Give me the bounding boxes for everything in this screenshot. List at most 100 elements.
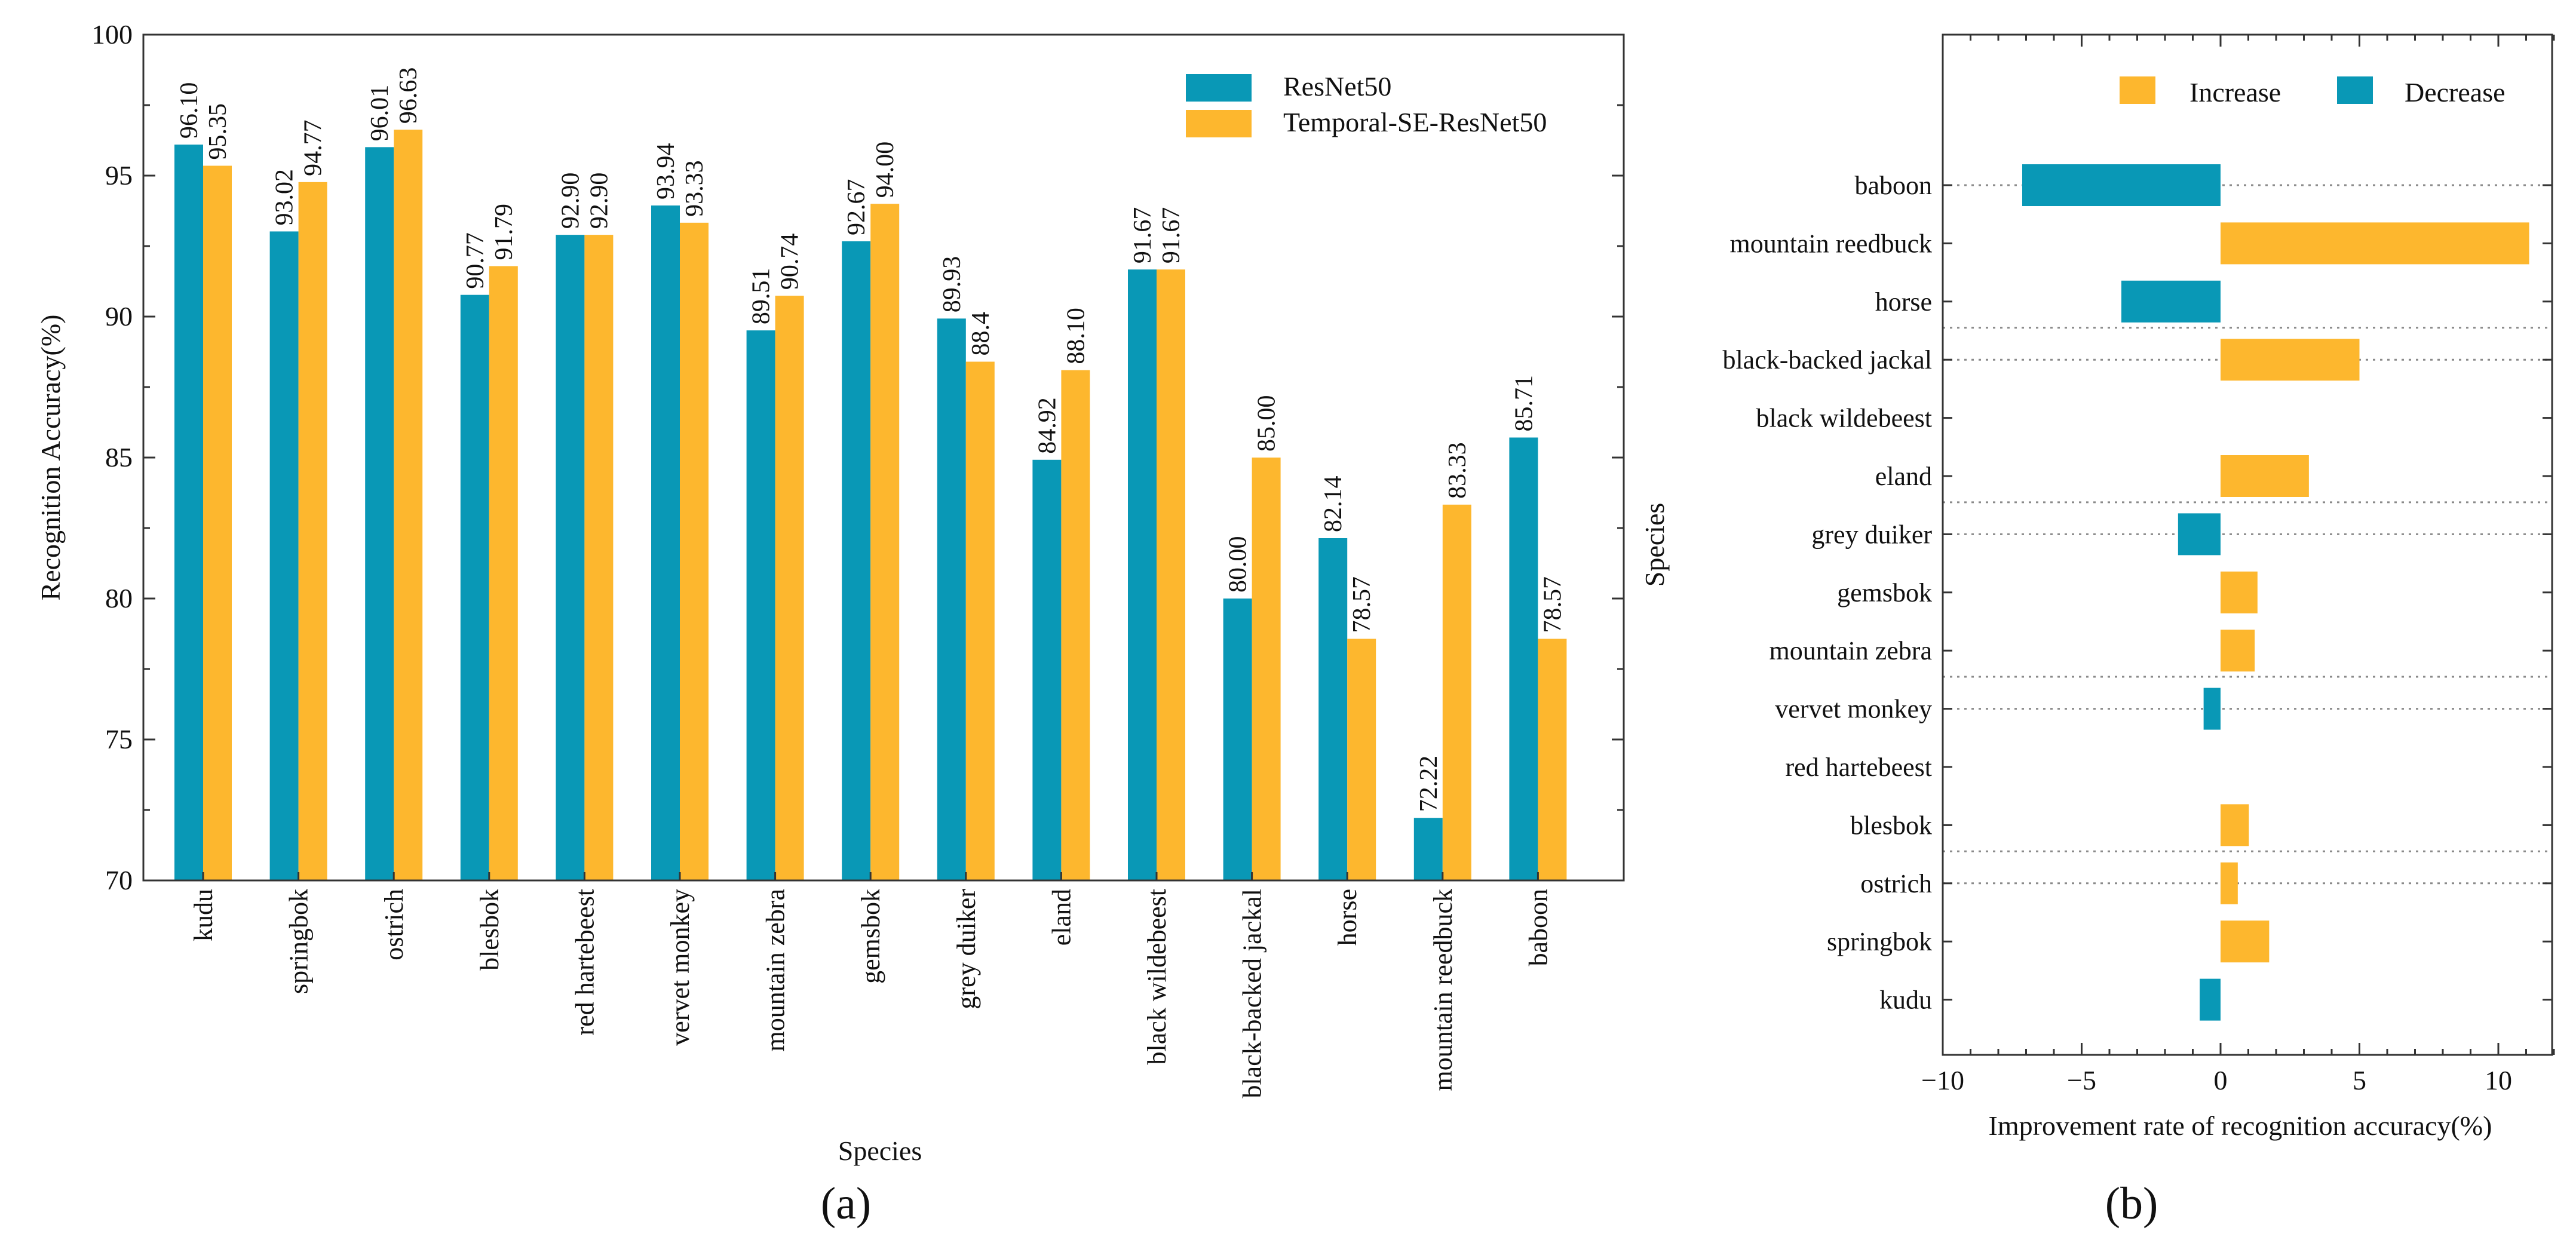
bar-improvement-gemsbok <box>2221 571 2258 613</box>
panel-b-label: (b) <box>2105 1179 2158 1229</box>
bar-temporal-se-resnet50-gemsbok <box>870 204 900 881</box>
data-label-temporal-se-resnet50-grey-duiker: 88.4 <box>967 312 995 356</box>
panel-b-axes-frame <box>1942 33 2553 1056</box>
legend-label-increase: Increase <box>2189 77 2281 108</box>
data-label-resnet50-baboon: 85.71 <box>1510 375 1538 432</box>
bar-temporal-se-resnet50-black-backed-jackal <box>1252 458 1281 880</box>
data-label-resnet50-horse: 82.14 <box>1320 475 1347 532</box>
x-tick-label-baboon: baboon <box>1523 889 1553 966</box>
legend-label-temporal-se-resnet50: Temporal-SE-ResNet50 <box>1283 107 1547 137</box>
bar-improvement-mountain-reedbuck <box>2221 222 2529 265</box>
bar-temporal-se-resnet50-blesbok <box>489 266 518 881</box>
data-label-resnet50-gemsbok: 92.67 <box>843 179 870 235</box>
data-label-resnet50-eland: 84.92 <box>1034 397 1061 454</box>
x-tick-label: 5 <box>2353 1065 2366 1095</box>
y-tick-label-mountain-reedbuck: mountain reedbuck <box>1730 229 1932 258</box>
panel-b-bars <box>2022 164 2529 1021</box>
data-label-resnet50-black-backed-jackal: 80.00 <box>1225 536 1252 593</box>
x-tick-label-kudu: kudu <box>189 889 218 941</box>
data-label-temporal-se-resnet50-mountain-reedbuck: 83.33 <box>1444 442 1471 499</box>
bar-resnet50-blesbok <box>460 294 489 880</box>
y-tick-label-85: 85 <box>105 442 133 472</box>
y-tick-label-95: 95 <box>105 160 133 191</box>
bar-improvement-kudu <box>2200 978 2221 1021</box>
data-label-resnet50-grey-duiker: 89.93 <box>939 256 966 313</box>
bar-temporal-se-resnet50-eland <box>1061 370 1090 880</box>
data-label-temporal-se-resnet50-baboon: 78.57 <box>1539 576 1566 633</box>
bar-improvement-grey-duiker <box>2178 513 2221 556</box>
bar-resnet50-black-wildebeest <box>1128 269 1157 880</box>
y-tick-label-gemsbok: gemsbok <box>1837 578 1932 607</box>
x-tick-label: −5 <box>2067 1065 2096 1095</box>
bar-resnet50-ostrich <box>365 147 394 880</box>
bar-resnet50-vervet-monkey <box>651 205 680 881</box>
x-tick-label-mountain-zebra: mountain zebra <box>761 889 790 1051</box>
y-tick-label-100: 100 <box>91 19 133 50</box>
panel-b-x-axis-label: Improvement rate of recognition accuracy… <box>1989 1110 2492 1141</box>
y-tick-label-80: 80 <box>105 583 133 613</box>
data-label-resnet50-black-wildebeest: 91.67 <box>1129 207 1157 264</box>
bar-improvement-horse <box>2121 280 2221 323</box>
bar-temporal-se-resnet50-red-hartebeest <box>584 235 614 880</box>
bar-improvement-eland <box>2221 455 2309 497</box>
legend-swatch-decrease <box>2337 76 2373 104</box>
bar-improvement-black-backed-jackal <box>2221 339 2360 381</box>
x-tick-label-mountain-reedbuck: mountain reedbuck <box>1428 889 1458 1091</box>
data-label-resnet50-mountain-reedbuck: 72.22 <box>1415 756 1443 812</box>
panel-a-label: (a) <box>821 1179 871 1229</box>
x-tick-label-gemsbok: gemsbok <box>856 889 885 984</box>
bar-temporal-se-resnet50-springbok <box>298 182 327 881</box>
bar-temporal-se-resnet50-ostrich <box>394 130 423 881</box>
bar-resnet50-mountain-reedbuck <box>1413 818 1443 880</box>
bar-resnet50-red-hartebeest <box>556 235 585 880</box>
bar-improvement-springbok <box>2221 920 2270 963</box>
y-tick-label-baboon: baboon <box>1854 171 1932 200</box>
data-label-temporal-se-resnet50-mountain-zebra: 90.74 <box>777 234 804 290</box>
legend-label-resnet50: ResNet50 <box>1283 71 1391 102</box>
x-tick-label-black-wildebeest: black wildebeest <box>1142 889 1172 1064</box>
panel-b-legend: Increase Decrease <box>2120 76 2506 108</box>
x-tick-label-vervet-monkey: vervet monkey <box>666 889 695 1046</box>
x-tick-label-black-backed-jackal: black-backed jackal <box>1238 889 1267 1098</box>
y-tick-label-black-wildebeest: black wildebeest <box>1756 404 1932 433</box>
y-tick-label-vervet-monkey: vervet monkey <box>1775 695 1932 724</box>
panel-a-x-axis-label: Species <box>838 1136 922 1166</box>
bar-improvement-vervet-monkey <box>2203 688 2221 730</box>
data-label-resnet50-red-hartebeest: 92.90 <box>557 173 584 229</box>
x-tick-label-ostrich: ostrich <box>379 889 409 960</box>
panel-a-ticks: kudu springbok ostrich blesbok red hartebees… <box>91 19 1624 1098</box>
bar-resnet50-baboon <box>1509 437 1538 880</box>
y-tick-label-90: 90 <box>105 301 133 332</box>
data-label-temporal-se-resnet50-red-hartebeest: 92.90 <box>585 173 613 229</box>
bar-improvement-mountain-zebra <box>2221 630 2255 672</box>
data-label-resnet50-ostrich: 96.01 <box>366 85 394 142</box>
data-label-resnet50-vervet-monkey: 93.94 <box>652 143 680 200</box>
x-tick-label-red-hartebeest: red hartebeest <box>570 889 599 1036</box>
data-label-temporal-se-resnet50-black-wildebeest: 91.67 <box>1158 207 1185 264</box>
bar-improvement-blesbok <box>2221 804 2249 846</box>
bar-temporal-se-resnet50-grey-duiker <box>965 361 995 880</box>
y-tick-label-grey-duiker: grey duiker <box>1811 520 1932 549</box>
y-tick-label-mountain-zebra: mountain zebra <box>1770 636 1932 665</box>
data-label-temporal-se-resnet50-kudu: 95.35 <box>204 103 232 160</box>
data-label-resnet50-springbok: 93.02 <box>271 169 299 226</box>
data-label-temporal-se-resnet50-springbok: 94.77 <box>300 119 327 176</box>
legend-swatch-temporal-se-resnet50 <box>1186 110 1252 137</box>
bar-resnet50-eland <box>1032 459 1062 880</box>
panel-a-axes-frame <box>142 33 1625 882</box>
y-tick-label-black-backed-jackal: black-backed jackal <box>1722 345 1932 375</box>
data-label-temporal-se-resnet50-horse: 78.57 <box>1348 576 1376 633</box>
x-tick-label-blesbok: blesbok <box>475 889 504 971</box>
panel-b-improvement-chart: baboon mountain reedbuck horse black-backed… <box>1639 33 2555 1229</box>
panel-a-legend: ResNet50 Temporal-SE-ResNet50 <box>1186 71 1547 137</box>
panel-b-dotted-separators <box>1943 184 2552 885</box>
x-tick-label: −10 <box>1921 1065 1964 1095</box>
bar-resnet50-mountain-zebra <box>746 330 775 880</box>
data-label-temporal-se-resnet50-vervet-monkey: 93.33 <box>681 160 709 217</box>
bar-temporal-se-resnet50-mountain-zebra <box>775 296 804 880</box>
x-tick-label-horse: horse <box>1333 889 1362 946</box>
y-tick-label-blesbok: blesbok <box>1850 811 1932 840</box>
bar-resnet50-gemsbok <box>842 241 871 880</box>
